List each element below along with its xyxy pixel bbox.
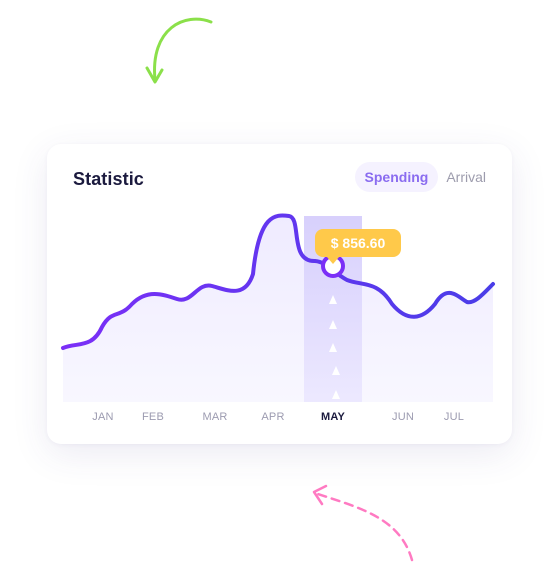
- dashed-arrow-icon: [312, 484, 414, 562]
- month-label-apr: APR: [261, 411, 284, 423]
- month-label-mar: MAR: [202, 411, 227, 423]
- curved-arrow-icon: [145, 17, 213, 84]
- month-label-may: MAY: [321, 411, 345, 423]
- month-label-jan: JAN: [92, 411, 113, 423]
- tooltip-value: $ 856.60: [331, 235, 386, 251]
- tab-arrival[interactable]: Arrival: [446, 169, 486, 185]
- chart-tabs: Spending Arrival: [354, 162, 494, 192]
- spending-chart: $ 856.60 JAN FEB MAR APR MAY JUN JUL: [61, 213, 495, 423]
- upward-marks: [329, 295, 340, 399]
- spending-line: [61, 213, 495, 350]
- month-label-jul: JUL: [444, 411, 464, 423]
- area-fill: [63, 215, 493, 402]
- month-label-feb: FEB: [142, 411, 164, 423]
- tab-spending[interactable]: Spending: [354, 162, 439, 192]
- card-title: Statistic: [73, 169, 144, 189]
- tooltip: $ 856.60: [315, 229, 401, 264]
- statistic-card: $ 856.60 JAN FEB MAR APR MAY JUN JUL Sta…: [47, 144, 512, 444]
- x-axis: JAN FEB MAR APR MAY JUN JUL: [92, 411, 464, 423]
- month-label-jun: JUN: [392, 411, 414, 423]
